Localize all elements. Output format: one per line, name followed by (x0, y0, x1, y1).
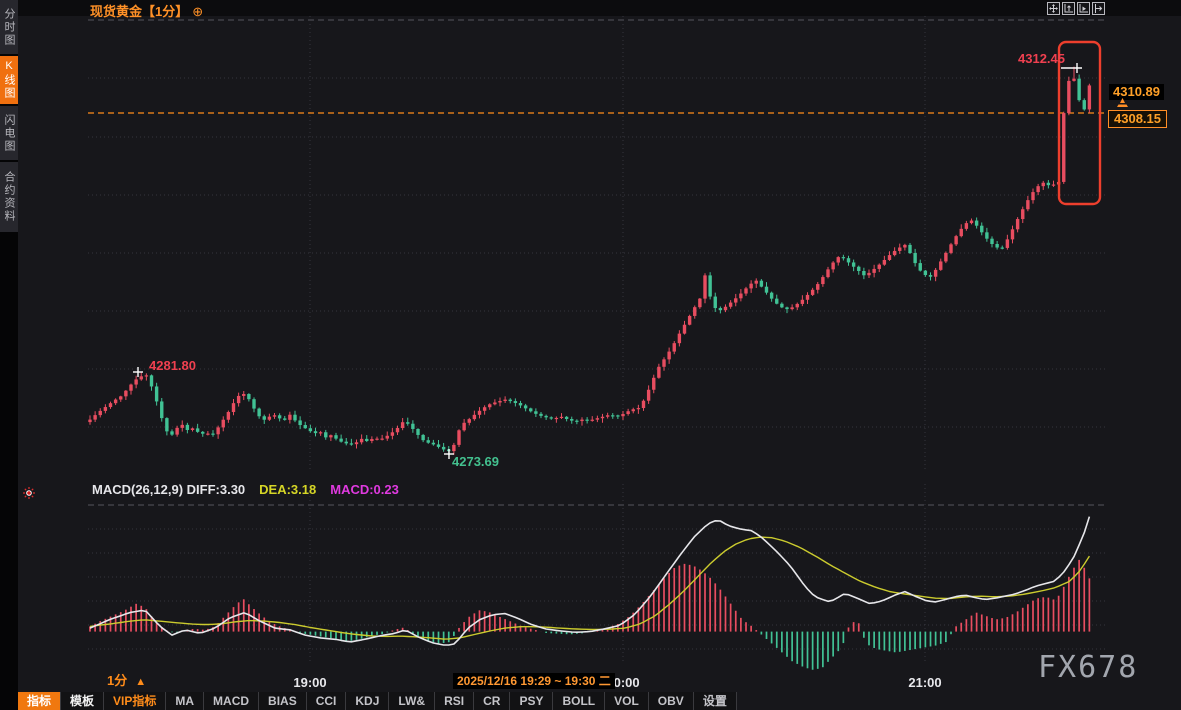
x-axis-shift-tool-icon[interactable] (1092, 2, 1105, 15)
sidebar-tab-3[interactable]: 闪电图 (0, 106, 18, 160)
sidebar-tab-1[interactable]: 分时图 (0, 0, 18, 54)
macd-indicator-header: MACD(26,12,9) DIFF:3.30 DEA:3.18 MACD:0.23 (92, 482, 399, 497)
toolbar-item-CR[interactable]: CR (474, 692, 511, 710)
toolbar-item-VIP指标[interactable]: VIP指标 (104, 692, 167, 710)
fx678-watermark: FX678 (1038, 650, 1139, 685)
toolbar-item-PSY[interactable]: PSY (510, 692, 554, 710)
period-high-annotation: 4312.45 (1018, 51, 1065, 66)
time-axis-label: 19:00 (293, 675, 327, 690)
toolbar-item-BIAS[interactable]: BIAS (259, 692, 307, 710)
toolbar-item-LW&[interactable]: LW& (389, 692, 436, 710)
toolbar-item-设置[interactable]: 设置 (693, 692, 737, 710)
sidebar-tab-4[interactable]: 合约资料 (0, 162, 18, 232)
toolbar-item-MACD[interactable]: MACD (204, 692, 260, 710)
price-alert-marker-icon[interactable] (1116, 96, 1129, 114)
symbol-title: 现货黄金【1分】 ⊕ (90, 4, 204, 19)
candle-time-tooltip: 2025/12/16 19:29 ~ 19:30 二 (453, 673, 615, 689)
sidebar-tab-2[interactable]: K线图 (0, 56, 18, 104)
playback-tool-icon[interactable] (1077, 2, 1090, 15)
interval-selector[interactable]: 1分 ▲ (107, 673, 147, 688)
pan-tool-icon[interactable] (1047, 2, 1060, 15)
toolbar-item-BOLL[interactable]: BOLL (553, 692, 606, 710)
interval-dropdown-arrow-icon: ▲ (135, 676, 147, 688)
toolbar-item-MA[interactable]: MA (166, 692, 205, 710)
indicator-alert-dot-icon[interactable] (23, 486, 35, 504)
last-price-tag: 4310.89 (1109, 84, 1164, 100)
toolbar-item-KDJ[interactable]: KDJ (346, 692, 390, 710)
macd-value: MACD:0.23 (330, 482, 399, 497)
toolbar-item-RSI[interactable]: RSI (435, 692, 475, 710)
add-indicator-icon[interactable]: ⊕ (192, 4, 204, 19)
top-bar: 现货黄金【1分】 ⊕ (0, 0, 1181, 19)
toolbar-item-CCI[interactable]: CCI (306, 692, 347, 710)
y-axis-scale-tool-icon[interactable] (1062, 2, 1075, 15)
bottom-indicator-toolbar: 指标 模板 VIP指标 MA MACD BIAS CCI KDJ LW& RSI CR PSY BOLL… (18, 692, 737, 710)
toolbar-item-OBV[interactable]: OBV (648, 692, 694, 710)
period-low-annotation: 4273.69 (452, 454, 499, 469)
toolbar-item-指标[interactable]: 指标 (18, 692, 62, 710)
macd-params-diff-value: MACD(26,12,9) DIFF:3.30 (92, 482, 246, 497)
chart-tool-icons (1047, 2, 1105, 15)
left-sidebar: 分时图 K线图闪电图合约资料 (0, 0, 18, 710)
alert-price-tag[interactable]: 4308.15 (1108, 110, 1167, 128)
local-high-annotation: 4281.80 (149, 358, 196, 373)
toolbar-item-VOL[interactable]: VOL (605, 692, 649, 710)
time-axis-label: 21:00 (908, 675, 942, 690)
toolbar-item-模板[interactable]: 模板 (61, 692, 105, 710)
dea-value: DEA:3.18 (259, 482, 317, 497)
